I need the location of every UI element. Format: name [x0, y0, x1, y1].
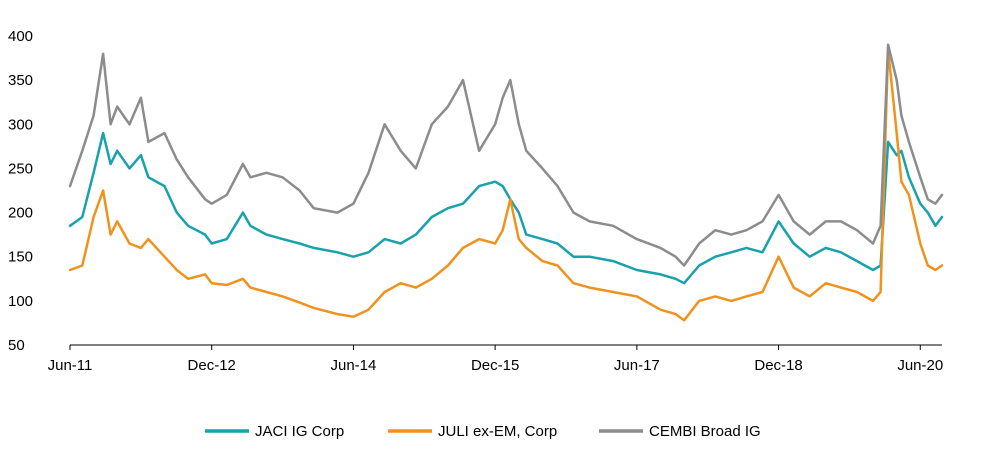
plot-area [68, 43, 944, 322]
series-line-jaci-ig-corp [68, 131, 944, 285]
y-tick-label: 100 [8, 293, 33, 310]
y-tick-label: 50 [8, 337, 25, 354]
x-tick-label: Jun-17 [614, 357, 660, 374]
y-tick-label: 200 [8, 205, 33, 222]
x-tick-label: Dec-12 [188, 357, 236, 374]
y-tick-label: 300 [8, 116, 33, 133]
y-tick-label: 350 [8, 72, 33, 89]
x-tick-label: Jun-20 [897, 357, 943, 374]
y-tick-label: 150 [8, 249, 33, 266]
x-tick-label: Dec-18 [754, 357, 802, 374]
legend-label: JACI IG Corp [255, 423, 344, 440]
series-line-cembi-broad-ig [68, 43, 944, 267]
x-tick-label: Jun-14 [330, 357, 376, 374]
legend: JACI IG Corp JULI ex-EM, Corp CEMBI Broad … [205, 423, 761, 440]
x-tick-label: Dec-15 [471, 357, 519, 374]
y-tick-label: 400 [8, 28, 33, 45]
x-tick-label: Jun-11 [48, 357, 93, 374]
x-axis: Jun-11 Dec-12 Jun-14 Dec-15 Jun-17 Dec-18 Jun-… [48, 344, 943, 374]
y-axis: 50 100 150 200 250 300 350 400 [8, 28, 33, 354]
y-tick-label: 250 [8, 160, 33, 177]
series-line-juli-ex-em-corp [68, 47, 944, 322]
legend-label: CEMBI Broad IG [649, 423, 761, 440]
legend-label: JULI ex-EM, Corp [438, 423, 557, 440]
